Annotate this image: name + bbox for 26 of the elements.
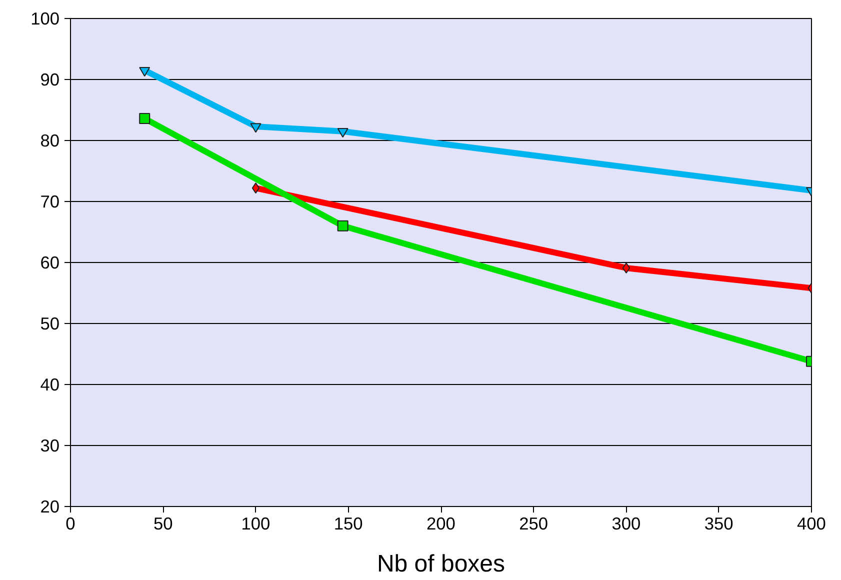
y-tick-label: 40 [40, 374, 60, 394]
x-tick-label: 300 [612, 514, 641, 534]
point [337, 128, 348, 138]
y-tick-label: 100 [30, 8, 60, 28]
x-tick-label: 250 [519, 514, 548, 534]
x-tick-label: 100 [241, 514, 270, 534]
x-tick-label: 0 [66, 514, 76, 534]
x-tick-label: 150 [334, 514, 363, 534]
x-tick-label: 350 [704, 514, 734, 534]
point [139, 66, 150, 77]
x-tick-label: 400 [797, 514, 826, 534]
x-tick-label: 200 [426, 514, 456, 534]
y-tick-label: 50 [40, 314, 60, 334]
point [622, 262, 630, 274]
y-tick-label: 60 [40, 252, 60, 272]
x-axis-title: Nb of boxes [376, 550, 506, 578]
point [337, 220, 348, 232]
y-tick-label: 70 [40, 192, 60, 212]
point [139, 113, 150, 124]
y-tick-label: 30 [40, 436, 60, 456]
y-tick-label: 90 [40, 70, 60, 90]
y-tick-label: 80 [40, 130, 60, 150]
point [250, 123, 262, 133]
y-tick-label: 20 [40, 496, 60, 516]
x-tick-label: 50 [153, 514, 173, 534]
point [252, 182, 260, 194]
